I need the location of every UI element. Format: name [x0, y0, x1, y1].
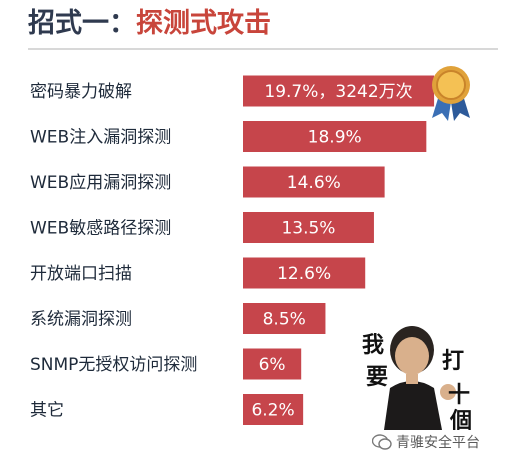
page-title: 招式一：探测式攻击 [28, 4, 271, 44]
category-label: SNMP无授权访问探测 [30, 355, 197, 375]
category-label: 密码暴力破解 [30, 82, 132, 102]
value-label: 6% [259, 355, 286, 375]
bar [243, 166, 385, 198]
caption-char-4: 十 [448, 383, 470, 408]
value-label: 12.6% [277, 264, 331, 284]
category-label: WEB敏感路径探测 [30, 219, 171, 239]
award-medal-icon [432, 66, 470, 121]
category-label: WEB应用漏洞探测 [30, 173, 171, 193]
category-label: 开放端口扫描 [30, 264, 132, 284]
bar [243, 75, 435, 107]
watermark-text: 青骓安全平台 [396, 435, 480, 451]
bar [243, 121, 427, 152]
category-label: 其它 [30, 401, 64, 421]
value-label: 19.7%，3242万次 [264, 82, 412, 102]
value-label: 13.5% [281, 219, 335, 239]
title-prefix: 招式一： [28, 8, 136, 39]
bar [243, 394, 304, 425]
title-main: 探测式攻击 [136, 8, 271, 39]
bar [243, 212, 374, 243]
value-label: 18.9% [308, 128, 362, 148]
bar [243, 303, 326, 334]
bar [243, 257, 366, 289]
category-label: 系统漏洞探测 [30, 310, 132, 330]
caption-char-5: 個 [449, 409, 472, 430]
value-label: 6.2% [251, 401, 294, 421]
value-label: 8.5% [263, 310, 306, 330]
wechat-icon [372, 434, 392, 450]
watermark: 青骓安全平台 [372, 432, 480, 452]
value-label: 14.6% [287, 173, 341, 193]
title-divider [28, 48, 498, 50]
caption-char-3: 打 [442, 349, 464, 374]
fighter-sticker-image: 我 要 打 十 個 [362, 326, 472, 430]
caption-char-2: 要 [366, 365, 388, 390]
bar [243, 348, 302, 380]
category-label: WEB注入漏洞探测 [30, 128, 171, 148]
caption-char-1: 我 [362, 333, 384, 358]
